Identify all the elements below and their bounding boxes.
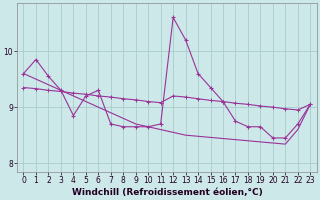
X-axis label: Windchill (Refroidissement éolien,°C): Windchill (Refroidissement éolien,°C)	[72, 188, 262, 197]
